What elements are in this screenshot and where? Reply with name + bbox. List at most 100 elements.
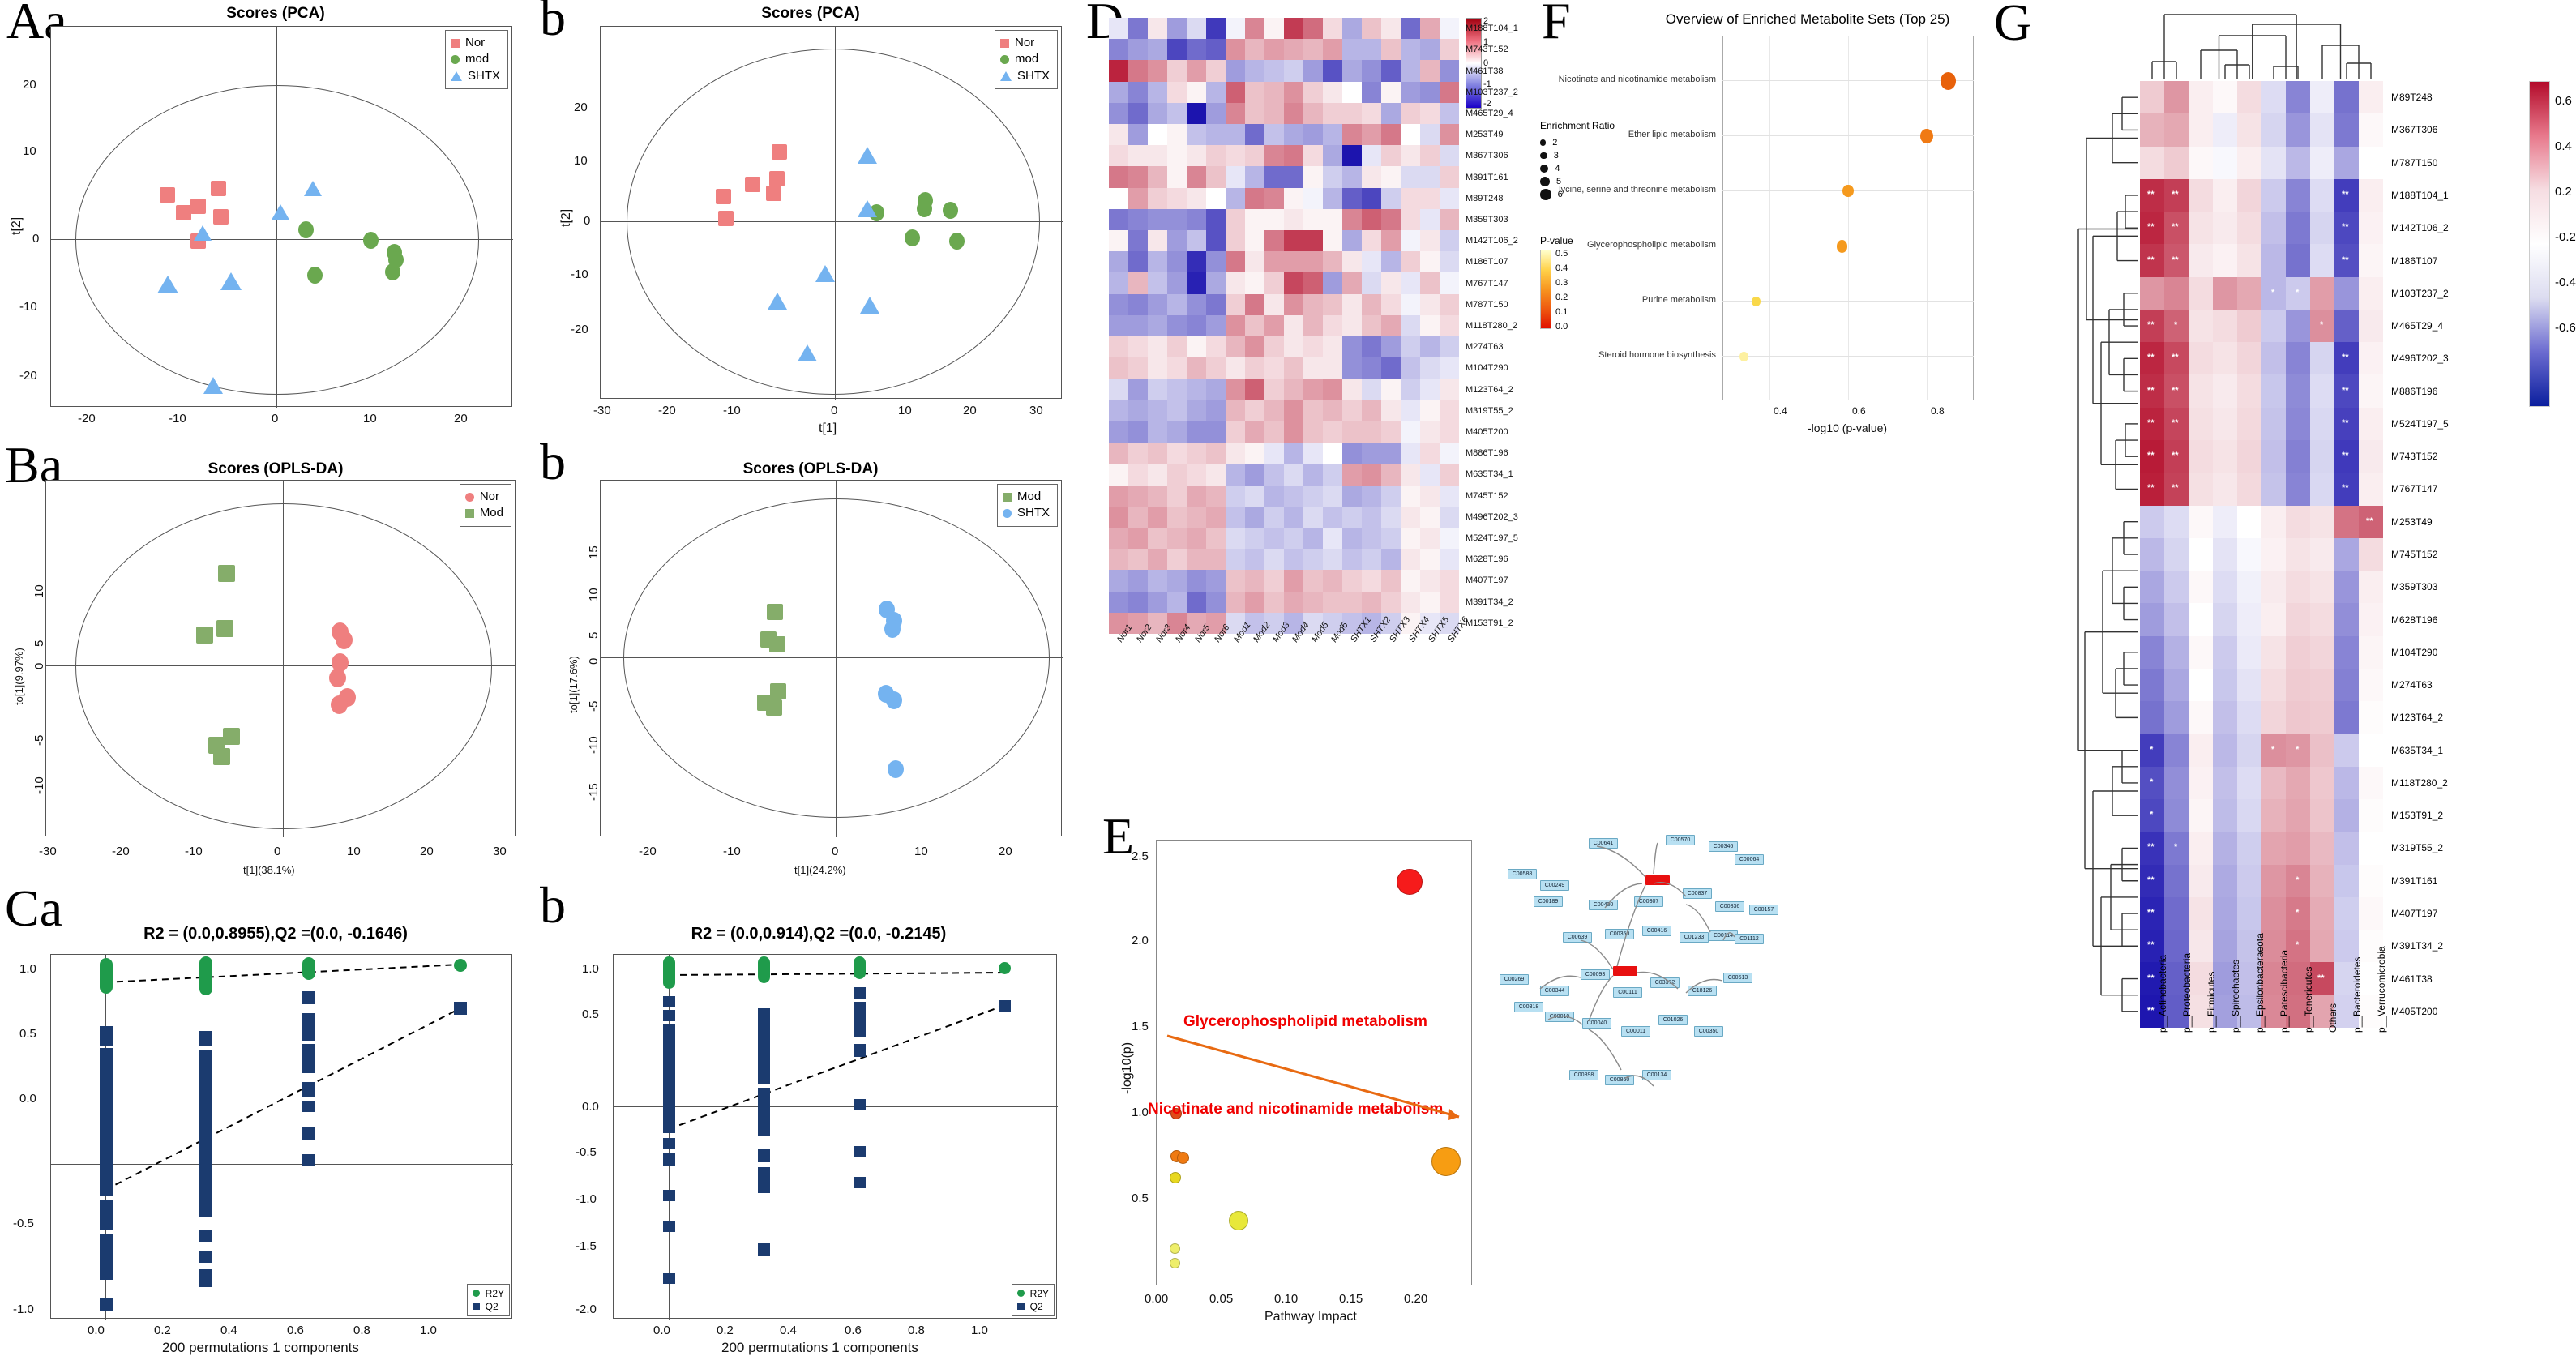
heatmap-cell [1167, 506, 1187, 528]
heatmap-cell [1206, 272, 1226, 294]
heatmap-cell [1226, 81, 1245, 103]
significance-asterisk: ** [2147, 842, 2155, 853]
x-tick: 10 [363, 412, 377, 426]
heatmap-cell [2213, 212, 2237, 245]
significance-asterisk: * [2296, 744, 2300, 755]
heatmap-cell [1323, 421, 1342, 443]
heatmap-cell [2237, 440, 2261, 473]
heatmap-cell [2286, 212, 2310, 245]
heatmap-cell [2359, 81, 2383, 114]
y-tick: 1.5 [1132, 1020, 1149, 1033]
heatmap-cell [1401, 379, 1420, 400]
colorbar-tick: -1 [1483, 79, 1491, 89]
q2-column [758, 1008, 770, 1084]
heatmap-cell [1342, 612, 1362, 634]
heatmap-cell [1148, 102, 1167, 125]
panel-Bb: b Scores (OPLS-DA) Mod SHTX 15 10 5 0 -5… [535, 430, 1086, 883]
heatmap-cell [2189, 734, 2213, 767]
panel-E-ylabel: -log10(p) [1120, 1042, 1134, 1094]
heatmap-cell [2237, 962, 2261, 995]
heatmap-cell [1401, 400, 1420, 421]
heatmap-col-label: p__Firmicutes [2206, 971, 2217, 1033]
heatmap-cell [2213, 668, 2237, 702]
heatmap-cell [2213, 571, 2237, 604]
heatmap-cell [1303, 506, 1323, 528]
heatmap-cell [2164, 178, 2189, 212]
heatmap-cell [2164, 81, 2189, 114]
significance-asterisk: ** [2172, 189, 2179, 199]
heatmap-cell [1303, 60, 1323, 82]
panel-G-row-dendrogram [2077, 96, 2138, 1012]
heatmap-cell [2237, 734, 2261, 767]
y-tick: 1.0 [582, 962, 599, 976]
heatmap-cell [2237, 407, 2261, 441]
heatmap-cell [1440, 251, 1459, 273]
heatmap-cell [1284, 421, 1303, 443]
q2-column [758, 1167, 770, 1193]
legend-label: Nor [479, 490, 499, 503]
heatmap-cell [1440, 506, 1459, 528]
x-tick: 30 [493, 845, 507, 858]
heatmap-cell [1187, 570, 1206, 592]
heatmap-cell [1109, 187, 1128, 209]
data-point-nor [176, 205, 191, 220]
heatmap-cell [1109, 612, 1128, 634]
heatmap-cell [1264, 485, 1284, 507]
heatmap-cell [1206, 443, 1226, 464]
heatmap-cell [1245, 124, 1264, 146]
heatmap-cell [1440, 187, 1459, 209]
heatmap-cell [2286, 734, 2310, 767]
heatmap-cell [1284, 527, 1303, 550]
panel-Ca-trend-lines [105, 964, 461, 1191]
heatmap-row-label: M103T237_2 [2391, 287, 2449, 299]
heatmap-cell [2140, 832, 2164, 865]
heatmap-cell [1187, 145, 1206, 167]
heatmap-cell [2237, 995, 2261, 1028]
heatmap-cell [1381, 357, 1401, 379]
panel-Cb-zero-vline [669, 955, 670, 1320]
heatmap-cell [1381, 506, 1401, 528]
heatmap-cell [2359, 342, 2383, 375]
heatmap-cell [2164, 635, 2189, 669]
heatmap-cell [2140, 440, 2164, 473]
heatmap-cell [1440, 293, 1459, 315]
data-point-nor [718, 211, 734, 226]
heatmap-cell [1381, 570, 1401, 592]
colorbar-tick: 2 [1483, 16, 1489, 26]
heatmap-cell [1284, 145, 1303, 167]
data-point-nor [772, 144, 787, 160]
heatmap-cell [1109, 272, 1128, 294]
heatmap-cell [1362, 506, 1381, 528]
data-point-mod [766, 699, 782, 716]
heatmap-cell [2261, 146, 2286, 179]
heatmap-cell [1420, 187, 1440, 209]
heatmap-cell [1401, 272, 1420, 294]
heatmap-row-label: M787T150 [1466, 299, 1508, 310]
x-tick: 0.4 [1774, 405, 1787, 417]
heatmap-cell [2140, 178, 2164, 212]
heatmap-cell [2140, 146, 2164, 179]
heatmap-cell [1362, 81, 1381, 103]
heatmap-cell [1264, 421, 1284, 443]
colorbar-tick: -0.4 [2555, 276, 2576, 289]
heatmap-cell [1206, 506, 1226, 528]
panel-Aa-hotelling-ellipse [75, 85, 479, 395]
heatmap-cell [2310, 146, 2334, 179]
heatmap-cell [1245, 314, 1264, 337]
significance-asterisk: ** [2147, 451, 2155, 461]
heatmap-cell [1420, 485, 1440, 507]
heatmap-cell [1342, 379, 1362, 400]
heatmap-cell [1264, 187, 1284, 209]
heatmap-cell [1420, 570, 1440, 592]
data-point-nor [331, 695, 348, 714]
heatmap-cell [1440, 314, 1459, 337]
heatmap-cell [1362, 379, 1381, 400]
heatmap-cell [1401, 187, 1420, 209]
heatmap-cell [1342, 506, 1362, 528]
y-tick: -5 [32, 734, 46, 746]
heatmap-cell [1264, 591, 1284, 613]
heatmap-cell [2359, 766, 2383, 800]
heatmap-cell [2310, 342, 2334, 375]
heatmap-cell [1148, 251, 1167, 273]
heatmap-cell [1167, 102, 1187, 125]
